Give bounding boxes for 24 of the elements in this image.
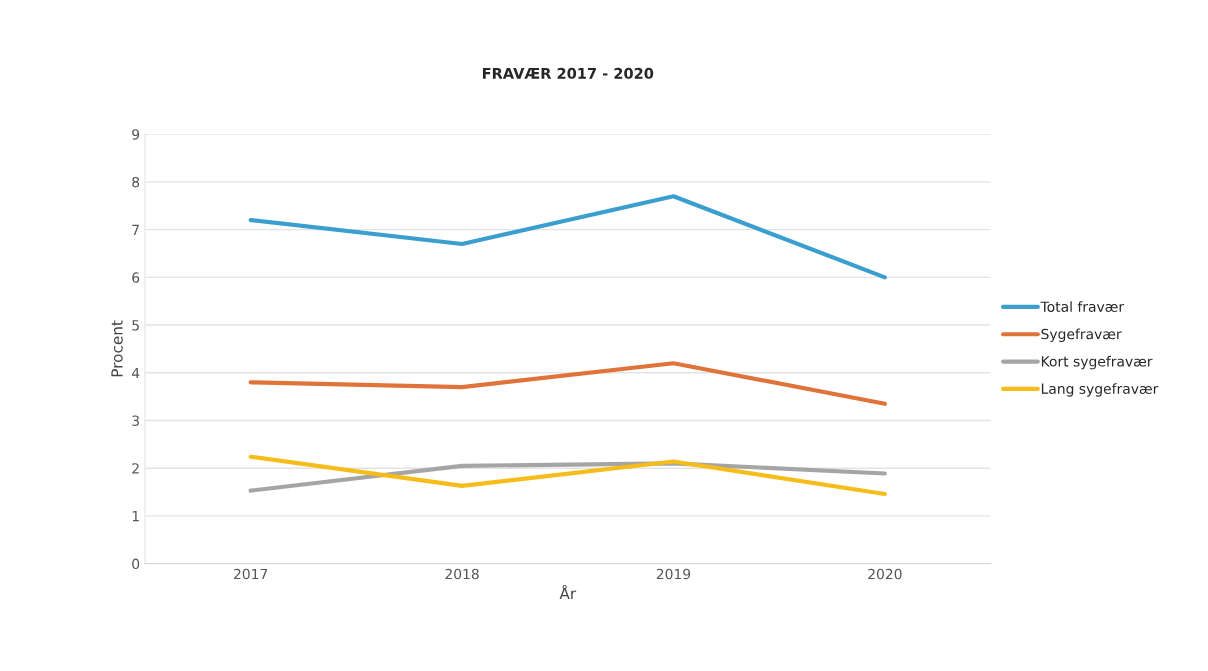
y-tick-label: 4 (131, 367, 140, 379)
legend-label: Total fravær (1040, 301, 1125, 312)
chart-title: FRAVÆR 2017 - 2020 (482, 67, 654, 79)
x-tick-label: 2020 (868, 568, 902, 580)
y-tick-label: 9 (132, 129, 140, 140)
x-tick-label: 2017 (234, 568, 268, 580)
y-tick-label: 2 (132, 463, 139, 474)
line-series (248, 454, 887, 497)
y-tick-label: 7 (132, 224, 139, 235)
y-axis-title: Procent (111, 320, 123, 377)
x-tick-label: 2018 (445, 568, 479, 580)
legend-label: Kort sygefravær (1041, 355, 1153, 370)
line-series (248, 361, 887, 406)
line-series (248, 194, 887, 280)
legend-label: Sygefravær (1041, 328, 1122, 342)
y-tick-label: 8 (132, 176, 140, 188)
x-axis-title: År (559, 584, 577, 600)
y-tick-label: 1 (132, 511, 139, 522)
y-tick-label: 3 (132, 415, 139, 426)
y-tick-label: 5 (132, 320, 139, 331)
x-tick-label: 2019 (656, 568, 691, 580)
legend-label: Lang sygefravær (1041, 383, 1159, 397)
y-tick-label: 0 (132, 558, 140, 570)
y-tick-label: 6 (132, 272, 140, 283)
